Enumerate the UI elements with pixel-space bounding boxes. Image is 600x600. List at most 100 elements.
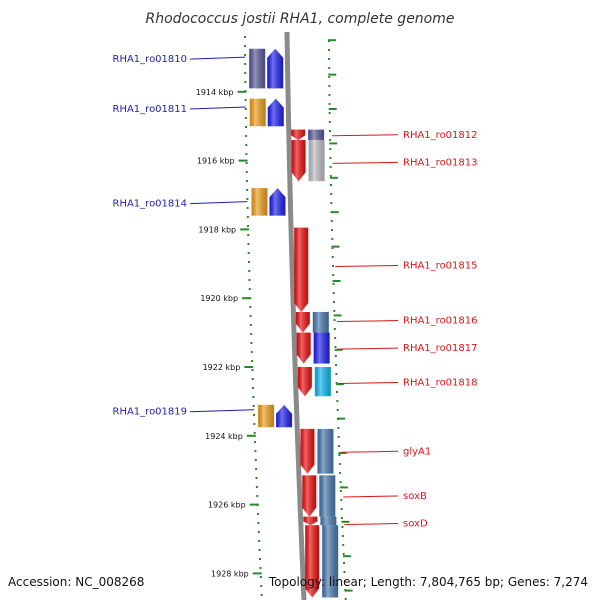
gene-RHA1_ro01818[interactable] <box>297 367 331 397</box>
track-dot <box>330 193 333 195</box>
track-dot <box>245 144 248 146</box>
gene-label[interactable]: RHA1_ro01815 <box>403 261 478 272</box>
gene-arrow-shading <box>303 516 318 526</box>
track-dot <box>336 400 339 402</box>
track-dot <box>247 225 250 227</box>
track-dot <box>333 310 336 312</box>
kbp-tick-label: 1926 kbp <box>208 501 246 510</box>
track-dot <box>245 171 248 173</box>
track-dot <box>259 558 262 560</box>
track-dot <box>337 427 340 429</box>
gene-block-shading <box>320 516 337 526</box>
gene-RHA1_ro01819[interactable] <box>258 404 293 428</box>
gene-block-shading <box>314 367 331 397</box>
track-dot <box>244 81 247 83</box>
track-dot <box>329 157 332 159</box>
gene-block-shading <box>249 98 266 127</box>
gene-labels: RHA1_ro01810 RHA1_ro01811 RHA1_ro01812 RHA1… <box>113 54 478 529</box>
gene-label-leader <box>341 450 399 453</box>
track-dot <box>244 36 247 38</box>
gene-label[interactable]: soxD <box>403 519 428 530</box>
kbp-tick-label: 1914 kbp <box>196 88 234 97</box>
track-dot <box>246 198 249 200</box>
gene-label[interactable]: RHA1_ro01819 <box>113 407 188 418</box>
track-dot <box>333 319 336 321</box>
gene-RHA1_ro01813[interactable] <box>291 139 325 182</box>
track-dot <box>250 333 253 335</box>
map-title: Rhodococcus jostii RHA1, complete genome <box>145 11 454 27</box>
gene-soxD[interactable] <box>303 516 337 526</box>
track-dot <box>331 247 334 249</box>
track-dot <box>335 382 338 384</box>
gene-soxB[interactable] <box>302 475 336 517</box>
gene-RHA1_ro01811[interactable] <box>249 98 284 127</box>
track-dot <box>244 54 247 56</box>
track-dot <box>251 378 254 380</box>
gene-label-leader <box>189 201 248 205</box>
track-dot <box>260 585 263 587</box>
gene-label-leader <box>335 265 399 268</box>
track-dot <box>330 220 333 222</box>
gene-block-shading <box>258 404 275 428</box>
track-dot <box>258 540 261 542</box>
gene-unnamed[interactable] <box>305 525 339 598</box>
gene-label-leader <box>344 523 399 526</box>
track-dot <box>247 252 250 254</box>
gene-label[interactable]: RHA1_ro01817 <box>403 343 478 354</box>
kbp-tick-label: 1928 kbp <box>211 569 249 578</box>
track-dot <box>244 63 247 65</box>
gene-RHA1_ro01817[interactable] <box>296 332 330 364</box>
gene-label-leader <box>189 56 246 60</box>
gene-label[interactable]: soxB <box>403 491 427 502</box>
gene-arrow-shading <box>302 475 317 517</box>
gene-label[interactable]: RHA1_ro01811 <box>113 104 188 115</box>
gene-block-shading <box>249 48 266 89</box>
kbp-tick-label: 1920 kbp <box>200 294 238 303</box>
gene-arrow-shading <box>300 428 315 474</box>
gene-label[interactable]: glyA1 <box>403 446 431 457</box>
gene-label[interactable]: RHA1_ro01818 <box>403 377 478 388</box>
gene-RHA1_ro01816[interactable] <box>295 311 329 333</box>
gene-block-shading <box>251 188 268 216</box>
gene-RHA1_ro01815[interactable] <box>294 227 309 312</box>
track-dot <box>333 301 336 303</box>
track-dot <box>344 598 347 600</box>
track-dot <box>334 355 337 357</box>
gene-RHA1_ro01810[interactable] <box>249 48 284 89</box>
genome-summary-text: Topology: linear; Length: 7,804,765 bp; … <box>268 575 588 589</box>
track-dot <box>251 369 254 371</box>
track-dot <box>244 108 247 110</box>
track-dot <box>245 153 248 155</box>
track-dot <box>244 45 247 47</box>
track-dot <box>252 396 255 398</box>
track-dot <box>343 571 346 573</box>
track-dot <box>337 436 340 438</box>
gene-glyA1[interactable] <box>300 428 334 474</box>
track-dot <box>342 553 345 555</box>
gene-block-shading <box>322 525 339 598</box>
track-dot <box>334 337 337 339</box>
gene-RHA1_ro01814[interactable] <box>251 188 286 216</box>
track-dot <box>253 432 256 434</box>
track-dot <box>252 387 255 389</box>
track-dot <box>244 99 247 101</box>
gene-label[interactable]: RHA1_ro01810 <box>113 54 188 65</box>
gene-block-shading <box>312 311 329 333</box>
track-dot <box>329 184 332 186</box>
track-dot <box>331 265 334 267</box>
track-dot <box>331 229 334 231</box>
gene-block-shading <box>317 428 334 474</box>
gene-RHA1_ro01812[interactable] <box>291 129 325 140</box>
gene-label[interactable]: RHA1_ro01813 <box>403 157 478 168</box>
gene-label[interactable]: RHA1_ro01814 <box>113 199 188 210</box>
track-dot <box>332 274 335 276</box>
gene-label[interactable]: RHA1_ro01816 <box>403 316 478 327</box>
track-dot <box>328 121 331 123</box>
gene-label-leader <box>189 106 246 110</box>
gene-label-leader <box>343 495 399 498</box>
gene-label[interactable]: RHA1_ro01812 <box>403 130 478 141</box>
title-background <box>0 0 600 32</box>
track-dot <box>257 531 260 533</box>
track-dot <box>250 351 253 353</box>
